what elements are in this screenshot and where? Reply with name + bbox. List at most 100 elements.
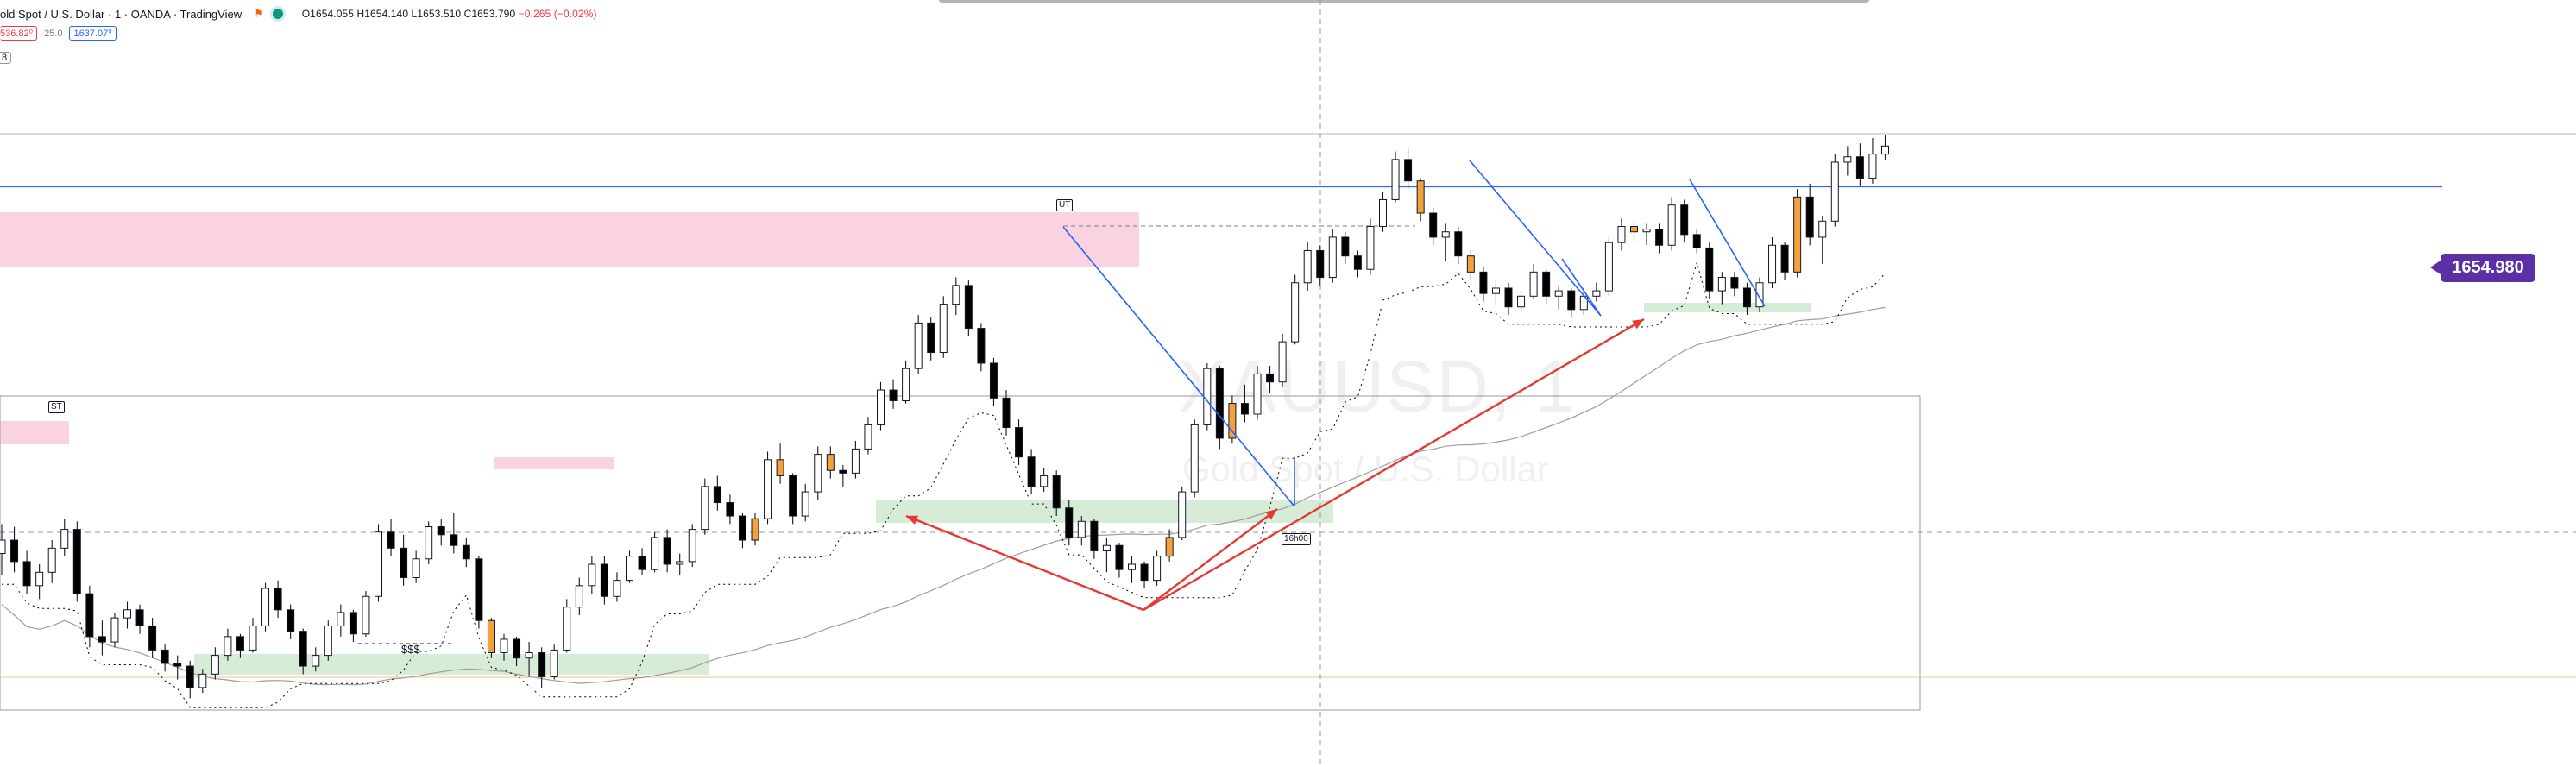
candle-body xyxy=(989,362,998,399)
candle-body xyxy=(864,424,872,450)
candle-body xyxy=(688,529,696,563)
candle-body xyxy=(651,537,659,570)
arrow-right xyxy=(1143,317,1645,612)
candle-body xyxy=(600,563,608,597)
supply-zone-main xyxy=(0,212,1139,267)
candle-body xyxy=(738,515,746,541)
candle-body xyxy=(1341,236,1350,257)
flag-icon[interactable]: ⚑ xyxy=(254,7,264,20)
candle-body xyxy=(1391,159,1400,200)
candle-body xyxy=(1755,282,1764,308)
sell-button[interactable]: 536.82⁰ xyxy=(0,26,38,41)
demand-zone-low xyxy=(194,654,709,675)
trendline-leg-2 xyxy=(1561,258,1602,317)
candle-body xyxy=(72,529,81,594)
candle-body xyxy=(1015,427,1023,458)
candle-body xyxy=(1278,341,1287,383)
candle-body xyxy=(513,638,521,659)
candle-body xyxy=(764,459,772,519)
candle-body xyxy=(563,607,571,651)
candle-body xyxy=(1027,456,1036,487)
candle-body xyxy=(1630,226,1638,233)
candle-body xyxy=(161,649,169,664)
candle-body xyxy=(1667,204,1676,246)
candle-body xyxy=(98,636,106,643)
candle-body xyxy=(425,525,433,560)
range-box xyxy=(0,395,1921,711)
candle-body xyxy=(1554,290,1563,297)
candle-body xyxy=(538,652,546,677)
candle-body xyxy=(1567,290,1576,311)
candle-body xyxy=(575,585,583,608)
candle-body xyxy=(964,285,973,330)
candle-body xyxy=(1843,156,1852,163)
candle-body xyxy=(22,561,31,587)
price-level-tag[interactable]: 1654.980 xyxy=(2430,254,2535,282)
indicators-toggle[interactable]: 8 xyxy=(0,52,12,64)
st-label: ST xyxy=(48,401,65,413)
symbol-label[interactable]: old Spot / U.S. Dollar · 1 · OANDA · Tra… xyxy=(0,7,242,21)
candle-body xyxy=(148,625,157,651)
candle-body xyxy=(826,454,835,471)
session-label: 16h00 xyxy=(1282,533,1311,545)
candle-body xyxy=(726,502,734,517)
candle-body xyxy=(1291,282,1300,343)
sma-line xyxy=(1,306,1886,686)
candle-body xyxy=(1316,249,1325,279)
candle-body xyxy=(1090,520,1099,551)
candle-body xyxy=(1353,255,1362,270)
candle-body xyxy=(1002,397,1011,429)
candle-body xyxy=(1040,475,1049,487)
candle-body xyxy=(1266,373,1275,383)
candle-body xyxy=(1240,403,1249,415)
ut-label: UT xyxy=(1056,199,1074,211)
candle-body xyxy=(663,537,671,565)
candle-body xyxy=(337,612,345,626)
candle-body xyxy=(1705,247,1714,292)
ohlc-high: H1654.140 xyxy=(356,8,409,20)
candle-body xyxy=(1366,226,1375,270)
candle-body xyxy=(525,652,533,659)
candle-body xyxy=(211,655,219,675)
ohlc-open: O1654.055 xyxy=(301,8,355,20)
candle-body xyxy=(1491,287,1500,294)
candle-body xyxy=(236,636,244,651)
candle-body xyxy=(1077,520,1086,538)
candle-body xyxy=(274,588,282,611)
candle-body xyxy=(500,638,508,654)
market-status-icon[interactable] xyxy=(272,9,283,19)
candle-body xyxy=(0,539,6,555)
candle-body xyxy=(1517,295,1526,308)
candle-body xyxy=(588,563,596,587)
candle-body xyxy=(626,556,633,582)
candle-body xyxy=(851,448,860,474)
candle-body xyxy=(713,486,721,504)
candle-body xyxy=(1140,563,1149,582)
liquidity-label: $$$ xyxy=(401,643,420,656)
candle-body xyxy=(173,663,182,667)
arrow-center-head xyxy=(1265,509,1277,520)
candle-body xyxy=(1742,287,1751,308)
candle-body xyxy=(362,595,370,635)
trendline-down-3 xyxy=(1689,179,1766,307)
candle-body xyxy=(751,518,759,541)
candle-body xyxy=(387,531,395,549)
candle-body xyxy=(1203,368,1212,425)
candle-body xyxy=(1504,287,1513,308)
candle-body xyxy=(877,389,885,425)
supply-zone-mid xyxy=(494,457,614,469)
candle-body xyxy=(1542,271,1551,297)
arrow-center xyxy=(1143,508,1278,611)
candle-body xyxy=(1655,229,1664,246)
candle-body xyxy=(1592,290,1601,297)
demand-zone-high xyxy=(1644,303,1811,312)
spread-value: 25.0 xyxy=(44,28,63,39)
candle-body xyxy=(550,649,558,677)
buy-button[interactable]: 1637.07⁰ xyxy=(69,26,117,41)
candle-body xyxy=(1768,244,1777,284)
candle-body xyxy=(1328,236,1337,279)
candle-body xyxy=(1466,255,1475,273)
candle-body xyxy=(1153,556,1162,582)
candle-body xyxy=(1529,271,1538,297)
